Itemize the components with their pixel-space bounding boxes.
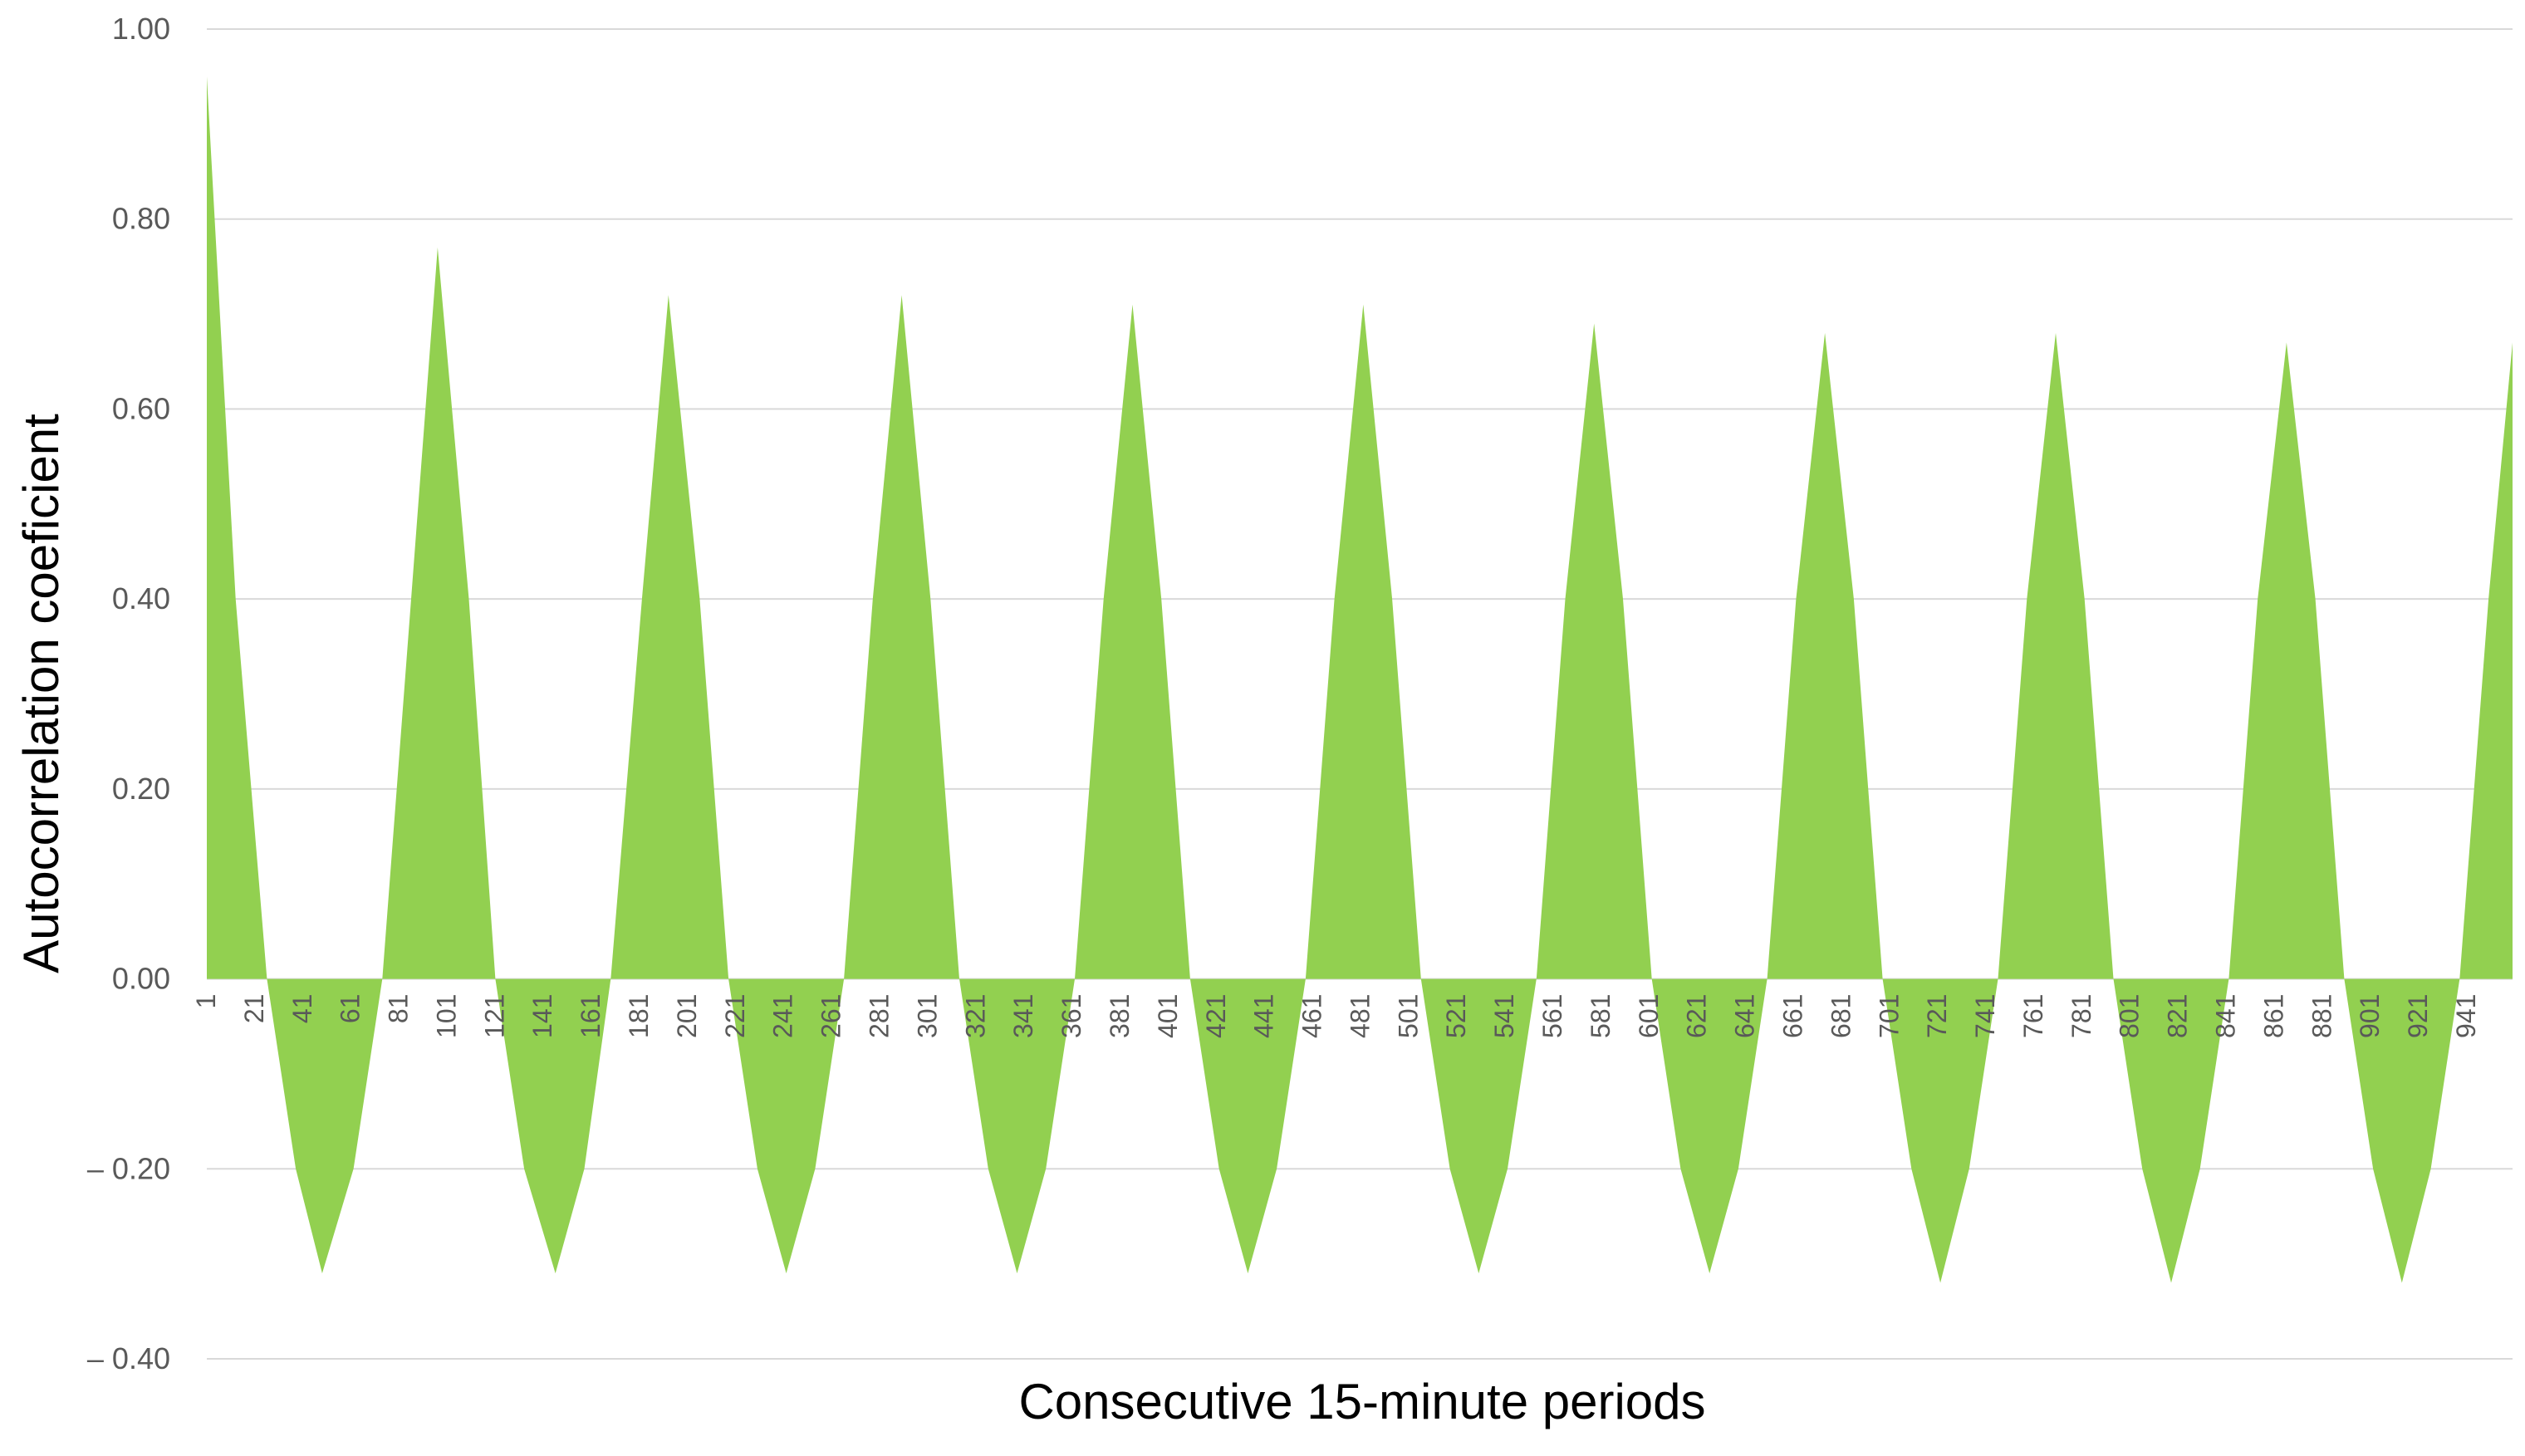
x-tick-label: 521 — [1441, 994, 1471, 1038]
x-tick-label: 901 — [2355, 994, 2385, 1038]
x-tick-label: 461 — [1297, 994, 1327, 1038]
area-series-layer — [207, 76, 2513, 1283]
x-tick-label: 641 — [1730, 994, 1760, 1038]
x-tick-label: 121 — [479, 994, 509, 1038]
x-tick-label: 441 — [1249, 994, 1279, 1038]
x-tick-label: 741 — [1970, 994, 2000, 1038]
x-tick-label: 281 — [865, 994, 895, 1038]
x-axis-tick-labels: 1 21 41 61 81 101 121 141 161 181 201 221 241 261 281 3… — [191, 994, 2481, 1038]
y-axis-tick-labels: 1.00 0.80 0.60 0.40 0.20 0.00 – 0.20 – 0.40 — [87, 12, 170, 1375]
x-tick-label: 41 — [287, 994, 317, 1024]
x-tick-label: 581 — [1586, 994, 1616, 1038]
y-tick-label: 0.80 — [112, 202, 170, 236]
x-tick-label: 601 — [1634, 994, 1664, 1038]
x-tick-label: 141 — [527, 994, 557, 1038]
x-tick-label: 941 — [2451, 994, 2481, 1038]
x-tick-label: 321 — [960, 994, 990, 1038]
x-tick-label: 881 — [2307, 994, 2336, 1038]
x-tick-label: 81 — [384, 994, 414, 1024]
x-axis-title: Consecutive 15-minute periods — [1018, 1374, 1705, 1429]
x-tick-label: 841 — [2211, 994, 2241, 1038]
y-tick-label: 0.40 — [112, 581, 170, 615]
x-tick-label: 361 — [1057, 994, 1086, 1038]
y-tick-label: – 0.20 — [87, 1151, 170, 1185]
x-tick-label: 701 — [1874, 994, 1904, 1038]
x-tick-label: 61 — [336, 994, 365, 1024]
x-tick-label: 921 — [2403, 994, 2433, 1038]
x-tick-label: 721 — [1922, 994, 1952, 1038]
x-tick-label: 501 — [1393, 994, 1423, 1038]
x-tick-label: 261 — [816, 994, 846, 1038]
x-tick-label: 541 — [1489, 994, 1519, 1038]
x-tick-label: 381 — [1105, 994, 1135, 1038]
y-tick-label: – 0.40 — [87, 1341, 170, 1375]
x-tick-label: 821 — [2163, 994, 2193, 1038]
x-tick-label: 101 — [431, 994, 461, 1038]
x-tick-label: 161 — [576, 994, 606, 1038]
x-tick-label: 1 — [191, 994, 221, 1009]
x-tick-label: 341 — [1008, 994, 1038, 1038]
x-tick-label: 401 — [1153, 994, 1183, 1038]
x-tick-label: 861 — [2258, 994, 2288, 1038]
x-tick-label: 561 — [1537, 994, 1567, 1038]
x-tick-label: 801 — [2115, 994, 2145, 1038]
x-tick-label: 241 — [768, 994, 798, 1038]
x-tick-label: 781 — [2067, 994, 2096, 1038]
x-tick-label: 21 — [239, 994, 269, 1024]
x-tick-label: 201 — [672, 994, 702, 1038]
y-tick-label: 0.20 — [112, 772, 170, 806]
x-tick-label: 421 — [1201, 994, 1231, 1038]
x-tick-label: 181 — [624, 994, 654, 1038]
x-tick-label: 221 — [720, 994, 750, 1038]
x-tick-label: 761 — [2018, 994, 2048, 1038]
y-tick-label: 0.60 — [112, 391, 170, 425]
x-tick-label: 661 — [1777, 994, 1807, 1038]
x-tick-label: 621 — [1682, 994, 1712, 1038]
x-tick-label: 681 — [1826, 994, 1856, 1038]
x-tick-label: 301 — [912, 994, 942, 1038]
y-tick-label: 0.00 — [112, 962, 170, 996]
x-tick-label: 481 — [1345, 994, 1375, 1038]
area-series — [207, 76, 2513, 1283]
y-tick-label: 1.00 — [112, 12, 170, 46]
y-axis-title: Autocorrelation coeficient — [13, 414, 69, 973]
